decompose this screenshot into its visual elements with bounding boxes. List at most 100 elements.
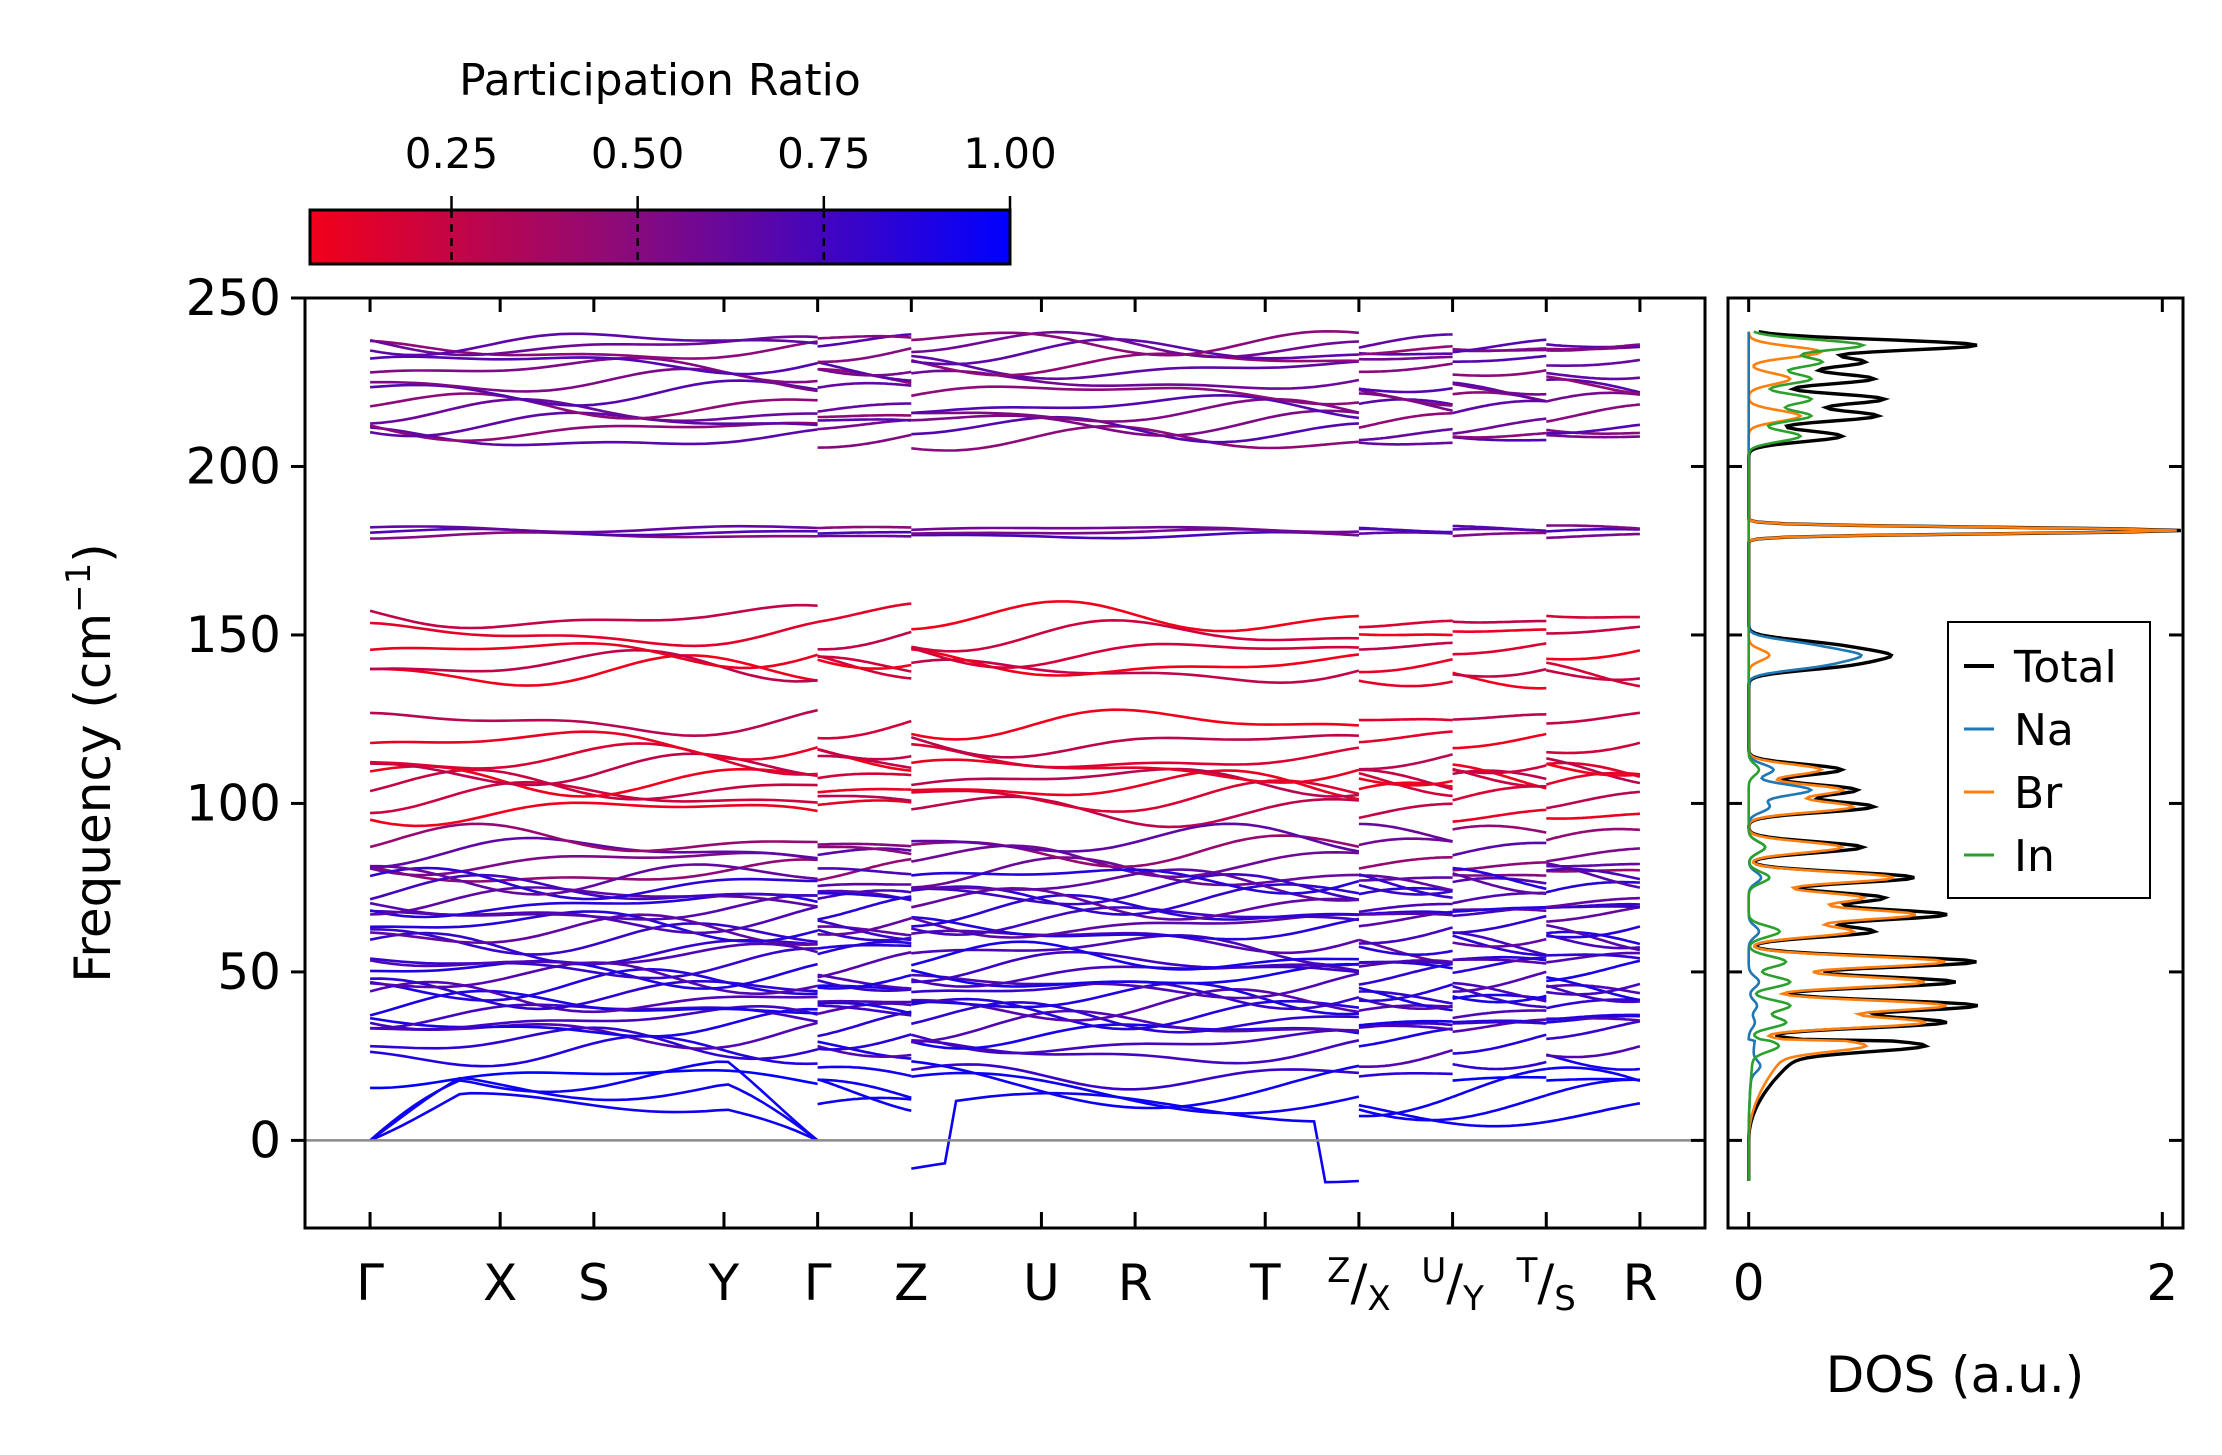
phonon-branch [1358, 427, 1453, 442]
phonon-branch [817, 847, 912, 857]
phonon-branch [910, 642, 1359, 669]
phonon-branch [1546, 1020, 1641, 1041]
phonon-branch [1358, 876, 1453, 882]
phonon-branch [911, 844, 1359, 879]
phonon-branch [1358, 960, 1453, 965]
phonon-branch [911, 987, 1360, 1022]
phonon-branch [817, 367, 912, 377]
phonon-branch [1452, 906, 1547, 913]
dos-legend: Total Na Br In [1947, 621, 2151, 899]
phonon-branch [1546, 757, 1641, 785]
phonon-branch [911, 795, 1359, 829]
phonon-branch [1546, 741, 1641, 755]
phonon-branch [370, 1069, 818, 1090]
phonon-branch [911, 767, 1360, 798]
phonon-branch [1452, 667, 1547, 678]
phonon-branch [1452, 354, 1547, 364]
phonon-branch [369, 822, 818, 853]
phonon-branch [910, 940, 1359, 971]
phonon-branch [1358, 777, 1453, 787]
phonon-branch [817, 530, 912, 535]
phonon-branch [817, 787, 912, 794]
phonon-branch [370, 339, 818, 360]
kpoint-label: Z/X [1327, 1251, 1390, 1319]
phonon-branch [1452, 876, 1547, 885]
phonon-branch [1358, 1019, 1453, 1027]
phonon-branch [910, 1028, 1359, 1055]
phonon-branch [370, 356, 818, 384]
phonon-branch [1358, 802, 1453, 820]
phonon-branch [817, 842, 912, 848]
phonon-branch [1452, 1009, 1547, 1020]
phonon-branch [1358, 679, 1453, 688]
phonon-branch [370, 708, 818, 738]
phonon-branch [911, 393, 1360, 420]
phonon-branch [817, 658, 912, 670]
phonon-branch [1546, 905, 1641, 923]
kpoint-label: Γ [804, 1254, 832, 1312]
y-tick-label: 0 [249, 1111, 281, 1169]
phonon-branch [817, 799, 912, 807]
phonon-branch [911, 415, 1359, 444]
phonon-branch [1546, 953, 1641, 960]
phonon-branch [911, 872, 1360, 906]
y-tick-label: 50 [217, 943, 281, 1001]
phonon-branch [817, 402, 912, 413]
phonon-branch [1452, 732, 1547, 750]
kpoint-label: R [1623, 1254, 1658, 1312]
phonon-branch [1358, 997, 1453, 1011]
phonon-branch [1452, 937, 1547, 948]
phonon-branch [817, 891, 912, 901]
phonon-branch [1546, 790, 1640, 810]
colorbar-ticks: 0.25 0.50 0.75 1.00 [405, 129, 1057, 264]
phonon-branch [817, 1033, 912, 1051]
phonon-branch [817, 867, 912, 876]
acoustic-branch [1546, 1102, 1641, 1124]
phonon-branch [1358, 855, 1453, 870]
phonon-branch [911, 822, 1360, 853]
phonon-branch [911, 893, 1359, 928]
y-axis-title: Frequency (cm−1) [59, 543, 122, 983]
phonon-branch [817, 916, 912, 936]
phonon-branch [1546, 391, 1641, 403]
kpoint-label: S [578, 1254, 610, 1312]
phonon-branch [911, 779, 1360, 813]
acoustic-branch [817, 1078, 912, 1113]
acoustic-branch [1452, 1067, 1547, 1099]
dos-panel-frame [1726, 296, 2185, 1230]
phonon-branch [1545, 827, 1641, 842]
phonon-branch [1358, 344, 1453, 356]
phonon-branch [1546, 862, 1641, 889]
phonon-branch [1546, 433, 1640, 439]
phonon-branch [1546, 669, 1641, 682]
phonon-branch [817, 973, 912, 990]
phonon-branch [817, 943, 912, 950]
kpoint-label: T [1249, 1254, 1281, 1312]
phonon-branch [1452, 1060, 1547, 1071]
phonon-branch [1546, 343, 1641, 352]
phonon-branch [817, 999, 912, 1004]
phonon-branch [1358, 641, 1453, 651]
phonon-branch [1452, 891, 1547, 905]
y-tick-label: 150 [186, 606, 281, 664]
dos-x-tick-label: 2 [2146, 1254, 2178, 1312]
colorbar-gradient [308, 208, 1012, 266]
phonon-branch [1546, 527, 1640, 533]
phonon-branch [1546, 923, 1641, 952]
phonon-branch [1452, 338, 1547, 354]
phonon-branch [1546, 625, 1641, 635]
kpoint-label: U/Y [1421, 1251, 1484, 1319]
phonon-branch [1452, 417, 1547, 435]
phonon-branch [1546, 812, 1641, 820]
phonon-branch [817, 979, 912, 993]
phonon-branch [911, 834, 1360, 869]
phonon-branch [911, 950, 1360, 984]
phonon-branch [910, 913, 1359, 939]
phonon-branch [1546, 896, 1640, 909]
phonon-branch [1546, 905, 1640, 909]
phonon-branch [911, 600, 1359, 633]
phonon-branch [911, 1039, 1360, 1065]
